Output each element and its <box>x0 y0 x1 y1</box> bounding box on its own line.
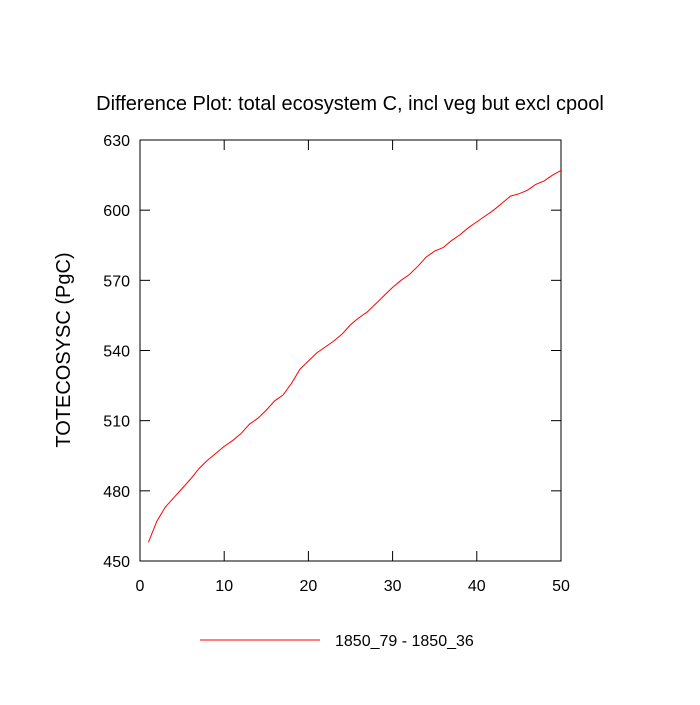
x-tick-label: 30 <box>384 578 402 595</box>
y-axis-label: TOTECOSYSC (PgC) <box>53 252 75 447</box>
y-tick-label: 630 <box>103 133 130 150</box>
x-tick-label: 40 <box>468 578 486 595</box>
chart-title: Difference Plot: total ecosystem C, incl… <box>96 93 604 115</box>
y-tick-label: 540 <box>103 344 130 361</box>
legend-label: 1850_79 - 1850_36 <box>335 633 474 650</box>
y-tick-label: 570 <box>103 273 130 290</box>
data-line <box>147 169 562 543</box>
y-tick-label: 450 <box>103 554 130 571</box>
x-tick-label: 10 <box>215 578 233 595</box>
x-tick-label: 20 <box>300 578 318 595</box>
plot-frame <box>139 139 562 562</box>
y-tick-label: 510 <box>103 414 130 431</box>
y-tick-label: 600 <box>103 203 130 220</box>
y-tick-label: 480 <box>103 484 130 501</box>
x-tick-label: 50 <box>552 578 570 595</box>
x-tick-label: 0 <box>136 578 145 595</box>
